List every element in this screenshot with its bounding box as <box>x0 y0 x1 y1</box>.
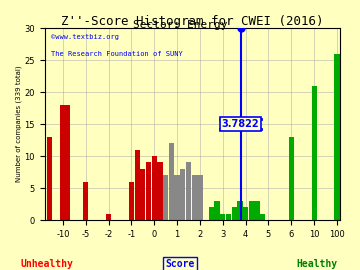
Bar <box>334 54 339 220</box>
Bar <box>215 201 220 220</box>
Bar <box>260 214 265 220</box>
Text: 3.7822: 3.7822 <box>222 119 260 129</box>
Bar <box>186 163 191 220</box>
Bar <box>146 163 151 220</box>
Bar <box>180 169 185 220</box>
Bar <box>140 169 145 220</box>
Bar <box>83 182 88 220</box>
Text: Unhealthy: Unhealthy <box>21 259 73 269</box>
Bar <box>237 201 243 220</box>
Bar <box>175 175 180 220</box>
Text: Score: Score <box>165 259 195 269</box>
Y-axis label: Number of companies (339 total): Number of companies (339 total) <box>15 66 22 182</box>
Bar <box>289 137 294 220</box>
Bar <box>226 214 231 220</box>
Bar <box>220 214 225 220</box>
Bar <box>231 207 237 220</box>
Bar <box>192 175 197 220</box>
Bar <box>249 201 254 220</box>
Bar <box>243 207 248 220</box>
Bar <box>65 105 70 220</box>
Title: Z''-Score Histogram for CWEI (2016): Z''-Score Histogram for CWEI (2016) <box>61 15 323 28</box>
Bar <box>209 207 214 220</box>
Bar <box>135 150 140 220</box>
Bar <box>60 105 66 220</box>
Bar <box>157 163 163 220</box>
Bar <box>169 143 174 220</box>
Text: Healthy: Healthy <box>296 259 337 269</box>
Bar <box>197 175 203 220</box>
Text: The Research Foundation of SUNY: The Research Foundation of SUNY <box>50 51 182 57</box>
Text: Sector: Energy: Sector: Energy <box>133 20 227 30</box>
Bar <box>255 201 260 220</box>
Bar <box>311 86 317 220</box>
Bar <box>46 137 52 220</box>
Bar <box>152 156 157 220</box>
Bar <box>106 214 111 220</box>
Bar <box>129 182 134 220</box>
Text: ©www.textbiz.org: ©www.textbiz.org <box>50 34 118 40</box>
Bar <box>163 175 168 220</box>
